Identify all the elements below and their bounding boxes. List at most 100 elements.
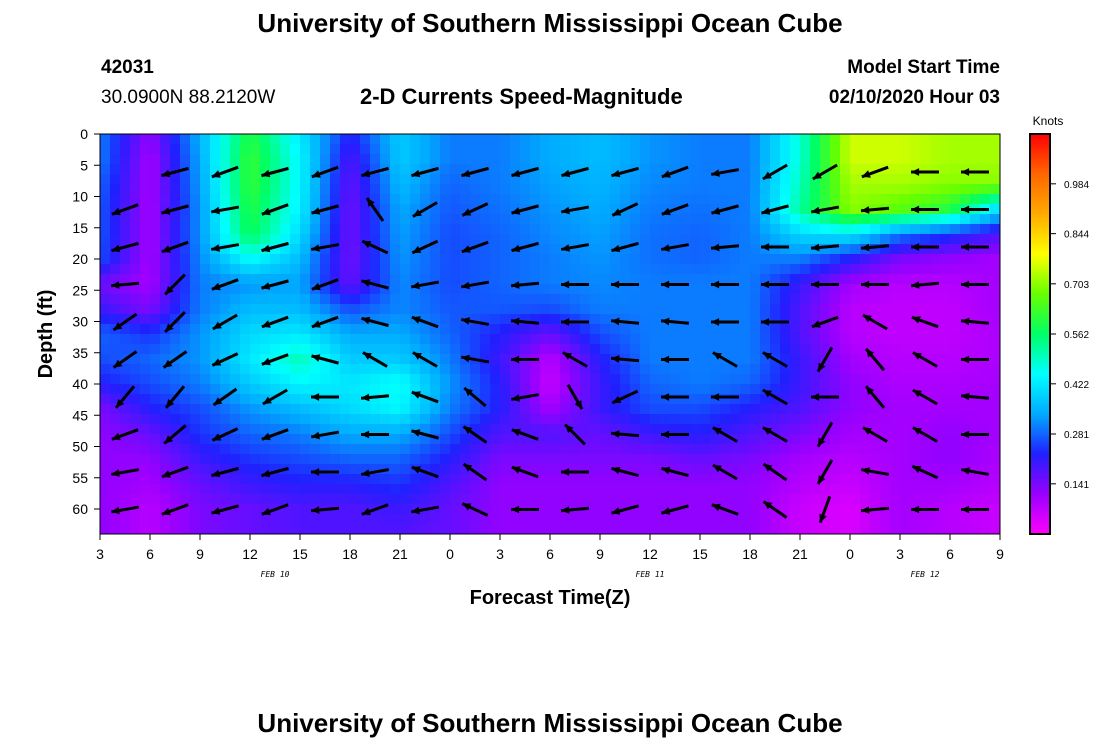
current-vector: [162, 350, 188, 369]
heatmap-cell: [120, 374, 131, 385]
heatmap-cell: [690, 444, 701, 455]
heatmap-cell: [180, 474, 191, 485]
heatmap-cell: [470, 474, 481, 485]
heatmap-cell: [400, 384, 411, 395]
heatmap-cell: [200, 404, 211, 415]
heatmap-cell: [700, 284, 711, 295]
heatmap-cell: [160, 154, 171, 165]
heatmap-cell: [860, 234, 871, 245]
heatmap-cell: [300, 244, 311, 255]
heatmap-cell: [920, 314, 931, 325]
heatmap-cell: [450, 284, 461, 295]
heatmap-cell: [770, 234, 781, 245]
heatmap-cell: [750, 214, 761, 225]
current-vector: [511, 204, 539, 215]
heatmap-cell: [550, 184, 561, 195]
heatmap-cell: [750, 264, 761, 275]
heatmap-cell: [770, 134, 781, 145]
y-tick-label: 30: [72, 314, 88, 330]
heatmap-cell: [330, 154, 341, 165]
heatmap-cell: [520, 414, 531, 425]
heatmap-cell: [920, 284, 931, 295]
heatmap-cell: [930, 384, 941, 395]
heatmap-cell: [190, 494, 201, 505]
heatmap-cell: [470, 234, 481, 245]
heatmap-cell: [690, 194, 701, 205]
heatmap-cell: [690, 374, 701, 385]
heatmap-cell: [590, 334, 601, 345]
heatmap-cell: [150, 244, 161, 255]
heatmap-cell: [240, 364, 251, 375]
current-vector: [864, 385, 886, 409]
heatmap-cell: [690, 454, 701, 465]
heatmap-cell: [840, 154, 851, 165]
heatmap-cell: [780, 354, 791, 365]
heatmap-cell: [580, 144, 591, 155]
heatmap-cell: [780, 514, 791, 525]
heatmap-cell: [100, 324, 111, 335]
heatmap-cell: [450, 304, 461, 315]
heatmap-cell: [140, 284, 151, 295]
heatmap-cell: [510, 364, 521, 375]
heatmap-cell: [150, 494, 161, 505]
heatmap-cell: [240, 404, 251, 415]
heatmap-cell: [610, 364, 621, 375]
heatmap-cell: [610, 324, 621, 335]
heatmap-cell: [700, 274, 711, 285]
heatmap-cell: [590, 234, 601, 245]
heatmap-cell: [190, 184, 201, 195]
heatmap-cell: [710, 284, 721, 295]
heatmap-cell: [420, 154, 431, 165]
heatmap-cell: [170, 324, 181, 335]
heatmap-cell: [580, 434, 591, 445]
heatmap-cell: [740, 464, 751, 475]
heatmap-cell: [590, 364, 601, 375]
heatmap-cell: [690, 414, 701, 425]
heatmap-cell: [620, 234, 631, 245]
heatmap-cell: [600, 494, 611, 505]
current-vector: [661, 393, 689, 401]
heatmap-cell: [370, 424, 381, 435]
heatmap-cell: [480, 264, 491, 275]
heatmap-cell: [400, 424, 411, 435]
heatmap-cell: [860, 444, 871, 455]
heatmap-cell: [500, 314, 511, 325]
heatmap-cell: [430, 464, 441, 475]
colorbar-tick-label: 0.422: [1064, 380, 1089, 391]
heatmap-cell: [380, 514, 391, 525]
heatmap-cell: [220, 244, 231, 255]
heatmap-cell: [300, 444, 311, 455]
heatmap-cell: [650, 374, 661, 385]
heatmap-cell: [650, 324, 661, 335]
heatmap-cell: [140, 434, 151, 445]
heatmap-cell: [510, 434, 521, 445]
heatmap-cell: [790, 264, 801, 275]
heatmap-cell: [210, 134, 221, 145]
heatmap-cell: [200, 144, 211, 155]
current-vector: [816, 346, 834, 373]
heatmap-cell: [190, 204, 201, 215]
heatmap-cell: [770, 334, 781, 345]
heatmap-cell: [820, 134, 831, 145]
heatmap-cell: [700, 264, 711, 275]
heatmap-cell: [560, 254, 571, 265]
heatmap-cell: [960, 324, 971, 335]
heatmap-cell: [390, 144, 401, 155]
heatmap-cell: [980, 364, 991, 375]
heatmap-cell: [590, 524, 601, 534]
heatmap-cell: [620, 154, 631, 165]
heatmap-cell: [750, 164, 761, 175]
heatmap-cell: [610, 284, 621, 295]
current-vector: [112, 312, 138, 332]
current-vector: [461, 502, 489, 517]
heatmap-cell: [210, 154, 221, 165]
heatmap-cell: [180, 174, 191, 185]
heatmap-cell: [170, 364, 181, 375]
heatmap-cell: [130, 344, 141, 355]
heatmap-cell: [540, 274, 551, 285]
footer-title: University of Southern Mississippi Ocean…: [257, 708, 843, 738]
heatmap-cell: [300, 504, 311, 515]
heatmap-cell: [470, 364, 481, 375]
heatmap-cell: [720, 244, 731, 255]
heatmap-cell: [370, 134, 381, 145]
